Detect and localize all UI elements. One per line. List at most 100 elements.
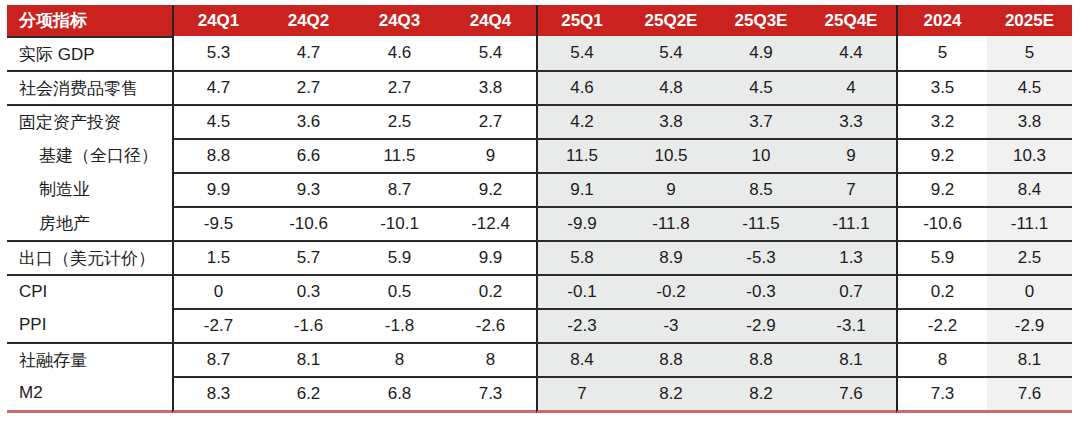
value-cell: 8 [896,342,987,376]
value-cell: 5.3 [172,36,263,70]
value-cell: -10.1 [354,206,445,240]
value-cell: 4.2 [536,104,626,138]
value-cell: 6.6 [263,138,354,172]
value-cell: 8 [445,342,536,376]
column-header-25q3e: 25Q3E [716,5,806,36]
value-cell: -2.7 [172,308,263,342]
corner-header: 分项指标 [7,5,172,36]
value-cell: 2.5 [354,104,445,138]
value-cell: 4.8 [626,70,716,104]
value-cell: 5.4 [445,36,536,70]
value-cell: -5.3 [716,240,806,274]
value-cell: 5.9 [354,240,445,274]
value-cell: -2.9 [716,308,806,342]
value-cell: 4 [806,70,896,104]
value-cell: -2.6 [445,308,536,342]
value-cell: 2.7 [445,104,536,138]
value-cell: 8.1 [806,342,896,376]
value-cell: 9 [806,138,896,172]
value-cell: -0.3 [716,274,806,308]
value-cell: 9.1 [536,172,626,206]
value-cell: 5.4 [536,36,626,70]
value-cell: 2.7 [263,70,354,104]
value-cell: 0.3 [263,274,354,308]
value-cell: 8.7 [172,342,263,376]
value-cell: -2.9 [987,308,1072,342]
value-cell: 2.5 [987,240,1072,274]
value-cell: 5 [987,36,1072,70]
value-cell: 1.3 [806,240,896,274]
value-cell: 7 [536,376,626,413]
table-row: 基建（全口径） 8.8 6.6 11.5 9 11.5 10.5 10 9 9.… [7,138,1072,172]
value-cell: 0.7 [806,274,896,308]
value-cell: -10.6 [263,206,354,240]
value-cell: -11.5 [716,206,806,240]
column-header-24q2: 24Q2 [263,5,354,36]
value-cell: 9.2 [896,138,987,172]
table-row: 房地产 -9.5 -10.6 -10.1 -12.4 -9.9 -11.8 -1… [7,206,1072,240]
value-cell: 3.3 [806,104,896,138]
value-cell: 10.5 [626,138,716,172]
value-cell: 11.5 [354,138,445,172]
value-cell: -10.6 [896,206,987,240]
table-row: 固定资产投资 4.5 3.6 2.5 2.7 4.2 3.8 3.7 3.3 3… [7,104,1072,138]
value-cell: 5.9 [896,240,987,274]
value-cell: 10.3 [987,138,1072,172]
value-cell: -3 [626,308,716,342]
column-header-24q1: 24Q1 [172,5,263,36]
value-cell: -2.2 [896,308,987,342]
value-cell: -9.9 [536,206,626,240]
table-row: CPI 0 0.3 0.5 0.2 -0.1 -0.2 -0.3 0.7 0.2… [7,274,1072,308]
value-cell: 8.3 [172,376,263,413]
value-cell: -9.5 [172,206,263,240]
value-cell: 8.9 [626,240,716,274]
row-label: M2 [7,376,172,413]
value-cell: 0.5 [354,274,445,308]
value-cell: 4.5 [716,70,806,104]
value-cell: 3.6 [263,104,354,138]
value-cell: 10 [716,138,806,172]
value-cell: 8.4 [536,342,626,376]
column-header-25q4e: 25Q4E [806,5,896,36]
value-cell: 3.5 [896,70,987,104]
table-row: 社会消费品零售 4.7 2.7 2.7 3.8 4.6 4.8 4.5 4 3.… [7,70,1072,104]
row-label: CPI [7,274,172,308]
value-cell: -0.2 [626,274,716,308]
value-cell: 5 [896,36,987,70]
value-cell: 8 [354,342,445,376]
value-cell: 1.5 [172,240,263,274]
value-cell: 0 [987,274,1072,308]
table-row: 社融存量 8.7 8.1 8 8 8.4 8.8 8.8 8.1 8 8.1 [7,342,1072,376]
value-cell: -1.6 [263,308,354,342]
column-header-25q2e: 25Q2E [626,5,716,36]
value-cell: 8.2 [626,376,716,413]
value-cell: 9.9 [445,240,536,274]
header-row: 分项指标 24Q1 24Q2 24Q3 24Q4 25Q1 25Q2E 25Q3… [7,5,1072,36]
value-cell: 5.8 [536,240,626,274]
value-cell: 7 [806,172,896,206]
value-cell: 9 [626,172,716,206]
value-cell: 4.6 [354,36,445,70]
value-cell: -11.1 [987,206,1072,240]
value-cell: 3.8 [445,70,536,104]
value-cell: -0.1 [536,274,626,308]
value-cell: 0.2 [896,274,987,308]
value-cell: 5.7 [263,240,354,274]
row-label: 固定资产投资 [7,104,172,138]
value-cell: 6.8 [354,376,445,413]
value-cell: 7.6 [987,376,1072,413]
value-cell: 8.1 [263,342,354,376]
row-label: 制造业 [7,172,172,206]
column-header-24q3: 24Q3 [354,5,445,36]
value-cell: -11.1 [806,206,896,240]
row-label: PPI [7,308,172,342]
value-cell: 9 [445,138,536,172]
row-label: 房地产 [7,206,172,240]
value-cell: 5.4 [626,36,716,70]
value-cell: 8.5 [716,172,806,206]
value-cell: 4.7 [263,36,354,70]
value-cell: 8.8 [172,138,263,172]
row-label: 社会消费品零售 [7,70,172,104]
value-cell: -11.8 [626,206,716,240]
table-row: 实际 GDP 5.3 4.7 4.6 5.4 5.4 5.4 4.9 4.4 5… [7,36,1072,70]
